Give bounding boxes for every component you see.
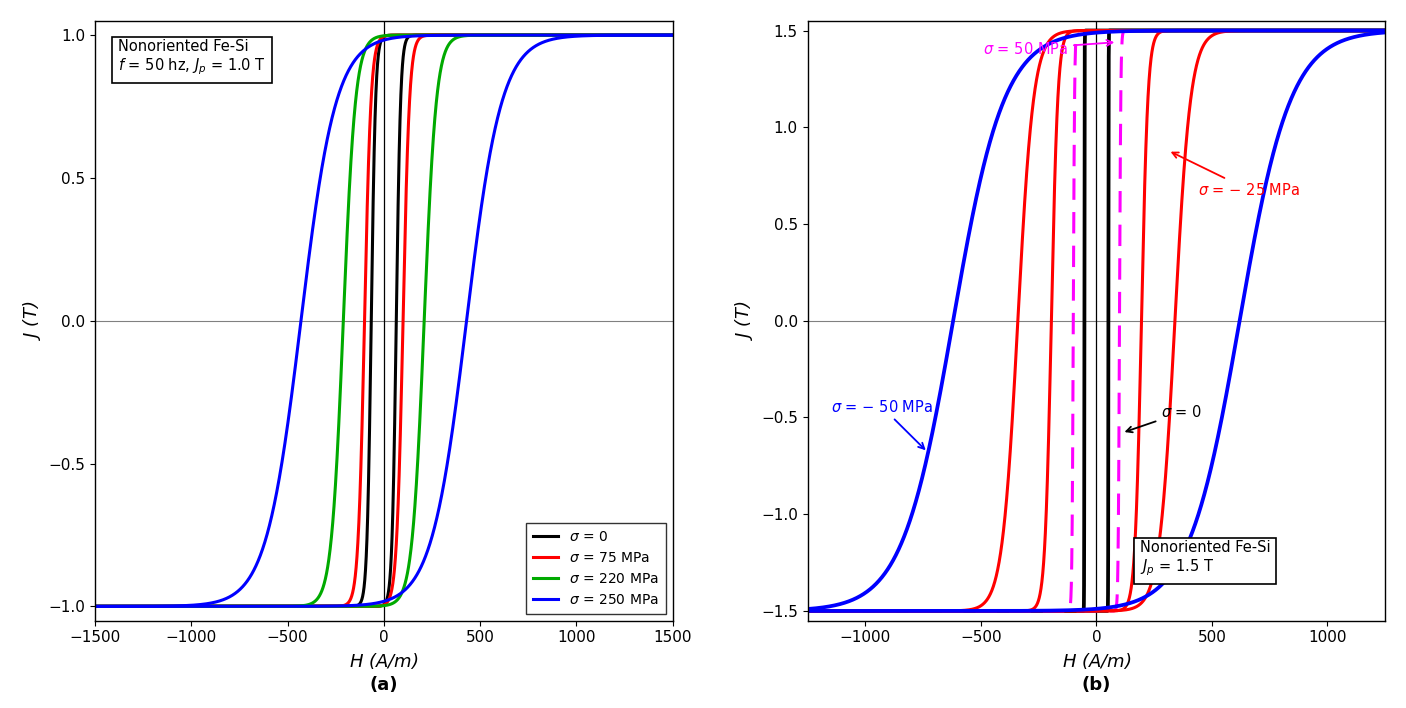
X-axis label: $H$ (A/m): $H$ (A/m) xyxy=(1062,651,1130,671)
Text: Nonoriented Fe-Si
$f$ = 50 hz, $J_p$ = 1.0 T: Nonoriented Fe-Si $f$ = 50 hz, $J_p$ = 1… xyxy=(118,39,266,77)
Text: $\sigma$ = 0: $\sigma$ = 0 xyxy=(1126,404,1202,433)
Y-axis label: $J$ (T): $J$ (T) xyxy=(734,301,755,341)
Text: $\sigma$ = 50 MPa: $\sigma$ = 50 MPa xyxy=(983,40,1112,57)
Text: $\sigma$ = − 50 MPa: $\sigma$ = − 50 MPa xyxy=(831,399,932,449)
Y-axis label: $J$ (T): $J$ (T) xyxy=(21,301,42,341)
Title: (a): (a) xyxy=(370,676,398,695)
Legend: $\sigma$ = 0, $\sigma$ = 75 MPa, $\sigma$ = 220 MPa, $\sigma$ = 250 MPa: $\sigma$ = 0, $\sigma$ = 75 MPa, $\sigma… xyxy=(526,523,665,614)
X-axis label: $H$ (A/m): $H$ (A/m) xyxy=(349,651,419,671)
Text: Nonoriented Fe-Si
$J_p$ = 1.5 T: Nonoriented Fe-Si $J_p$ = 1.5 T xyxy=(1140,539,1271,578)
Text: $\sigma$ = − 25 MPa: $\sigma$ = − 25 MPa xyxy=(1173,152,1301,198)
Title: (b): (b) xyxy=(1081,676,1111,695)
